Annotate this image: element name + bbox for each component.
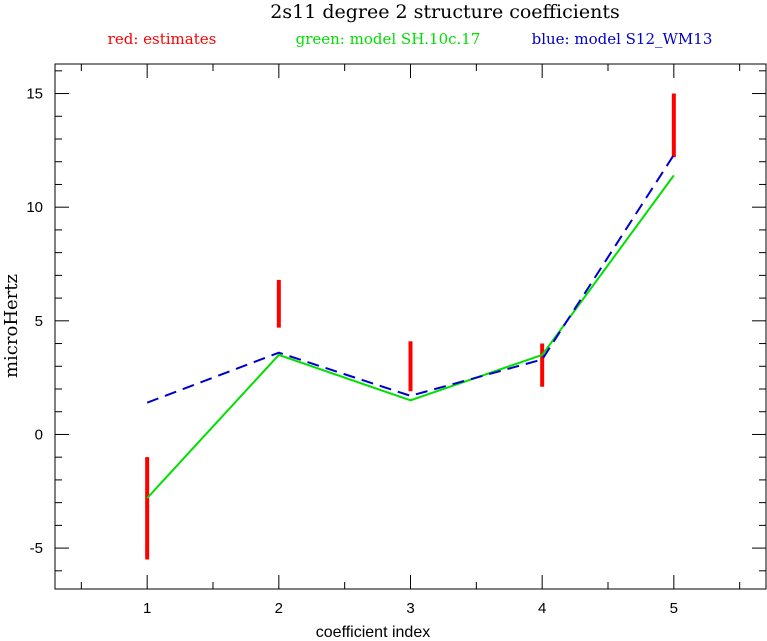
legend-green: green: model SH.10c.17 [296, 30, 481, 48]
x-tick-label: 1 [143, 600, 151, 617]
series-layer [145, 93, 676, 560]
x-tick-label: 5 [670, 600, 678, 617]
series-line-s12wm13 [146, 154, 675, 404]
chart-title: 2s11 degree 2 structure coefficients [270, 1, 619, 23]
y-tick-label: 0 [35, 426, 43, 443]
x-tick-label: 4 [538, 600, 546, 617]
y-tick-label: 10 [26, 199, 43, 216]
axis-ticks [55, 64, 766, 589]
legend-blue: blue: model S12_WM13 [532, 30, 713, 48]
y-tick-label: 5 [35, 313, 43, 330]
series-line-sh10c17 [146, 174, 675, 499]
y-axis-label: microHertz [1, 274, 22, 378]
x-axis-label: coefficient index [316, 624, 430, 641]
x-tick-label: 2 [275, 600, 283, 617]
x-tick-label: 3 [406, 600, 414, 617]
legend-red: red: estimates [108, 30, 217, 48]
y-tick-label: -5 [30, 540, 43, 557]
axis-tick-labels: 1 2 3 4 5 -5 0 5 10 15 [26, 86, 678, 617]
y-tick-label: 15 [26, 86, 43, 103]
plot-frame [54, 63, 767, 590]
